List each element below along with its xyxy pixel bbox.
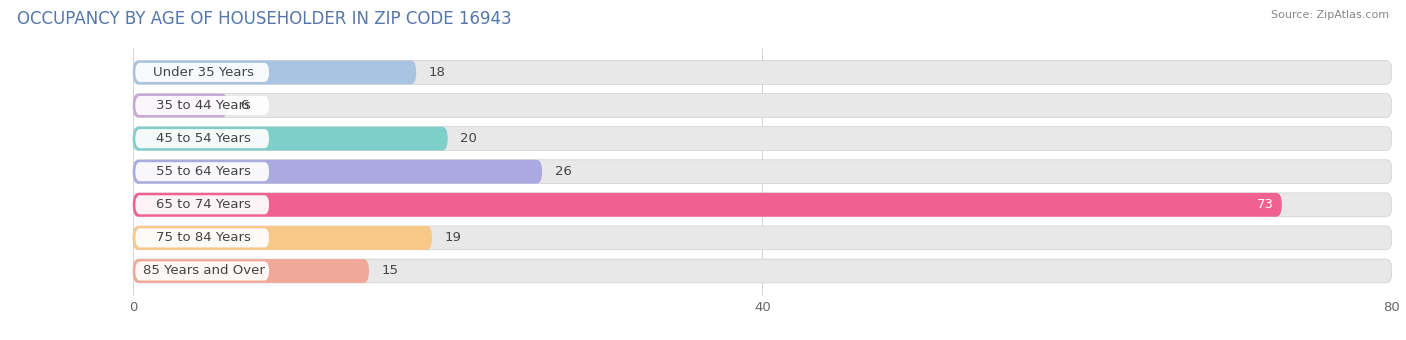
Text: 35 to 44 Years: 35 to 44 Years: [156, 99, 252, 112]
FancyBboxPatch shape: [135, 228, 269, 248]
Text: 18: 18: [429, 66, 446, 79]
Text: 19: 19: [444, 232, 461, 244]
Text: 15: 15: [381, 265, 398, 277]
FancyBboxPatch shape: [134, 94, 228, 117]
Text: 26: 26: [555, 165, 572, 178]
FancyBboxPatch shape: [134, 61, 416, 84]
FancyBboxPatch shape: [135, 96, 269, 115]
Text: 75 to 84 Years: 75 to 84 Years: [156, 232, 252, 244]
Text: Under 35 Years: Under 35 Years: [153, 66, 254, 79]
Text: 6: 6: [240, 99, 249, 112]
FancyBboxPatch shape: [135, 63, 269, 82]
FancyBboxPatch shape: [134, 193, 1392, 217]
FancyBboxPatch shape: [134, 226, 1392, 250]
Text: 73: 73: [1257, 198, 1274, 211]
FancyBboxPatch shape: [134, 226, 432, 250]
Text: 55 to 64 Years: 55 to 64 Years: [156, 165, 252, 178]
FancyBboxPatch shape: [134, 127, 447, 151]
FancyBboxPatch shape: [134, 61, 1392, 84]
FancyBboxPatch shape: [134, 193, 1282, 217]
FancyBboxPatch shape: [135, 162, 269, 181]
FancyBboxPatch shape: [135, 129, 269, 148]
Text: Source: ZipAtlas.com: Source: ZipAtlas.com: [1271, 10, 1389, 20]
FancyBboxPatch shape: [135, 261, 269, 280]
Text: 20: 20: [460, 132, 477, 145]
FancyBboxPatch shape: [134, 259, 368, 283]
FancyBboxPatch shape: [134, 160, 543, 184]
Text: 85 Years and Over: 85 Years and Over: [143, 265, 264, 277]
Text: 65 to 74 Years: 65 to 74 Years: [156, 198, 252, 211]
FancyBboxPatch shape: [134, 94, 1392, 117]
Text: OCCUPANCY BY AGE OF HOUSEHOLDER IN ZIP CODE 16943: OCCUPANCY BY AGE OF HOUSEHOLDER IN ZIP C…: [17, 10, 512, 28]
FancyBboxPatch shape: [134, 160, 1392, 184]
FancyBboxPatch shape: [134, 127, 1392, 151]
Text: 45 to 54 Years: 45 to 54 Years: [156, 132, 252, 145]
FancyBboxPatch shape: [134, 259, 1392, 283]
FancyBboxPatch shape: [135, 195, 269, 214]
